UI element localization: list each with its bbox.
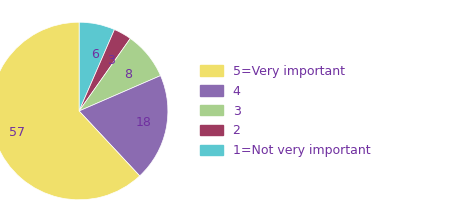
- Text: 6: 6: [91, 48, 98, 61]
- Text: 3: 3: [107, 54, 115, 67]
- Wedge shape: [0, 22, 139, 200]
- Wedge shape: [79, 76, 167, 176]
- Text: 57: 57: [9, 126, 25, 139]
- Wedge shape: [79, 22, 114, 111]
- Wedge shape: [79, 30, 130, 111]
- Legend: 5=Very important, 4, 3, 2, 1=Not very important: 5=Very important, 4, 3, 2, 1=Not very im…: [196, 61, 373, 161]
- Text: 18: 18: [135, 116, 151, 129]
- Wedge shape: [79, 38, 160, 111]
- Text: 8: 8: [124, 68, 132, 81]
